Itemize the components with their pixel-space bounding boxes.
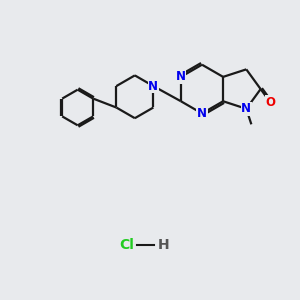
Text: O: O: [265, 96, 275, 109]
Text: N: N: [197, 107, 207, 120]
Text: N: N: [241, 102, 251, 115]
Text: H: H: [158, 238, 169, 252]
Text: N: N: [176, 70, 186, 83]
Text: N: N: [148, 80, 158, 93]
Text: Cl: Cl: [119, 238, 134, 252]
